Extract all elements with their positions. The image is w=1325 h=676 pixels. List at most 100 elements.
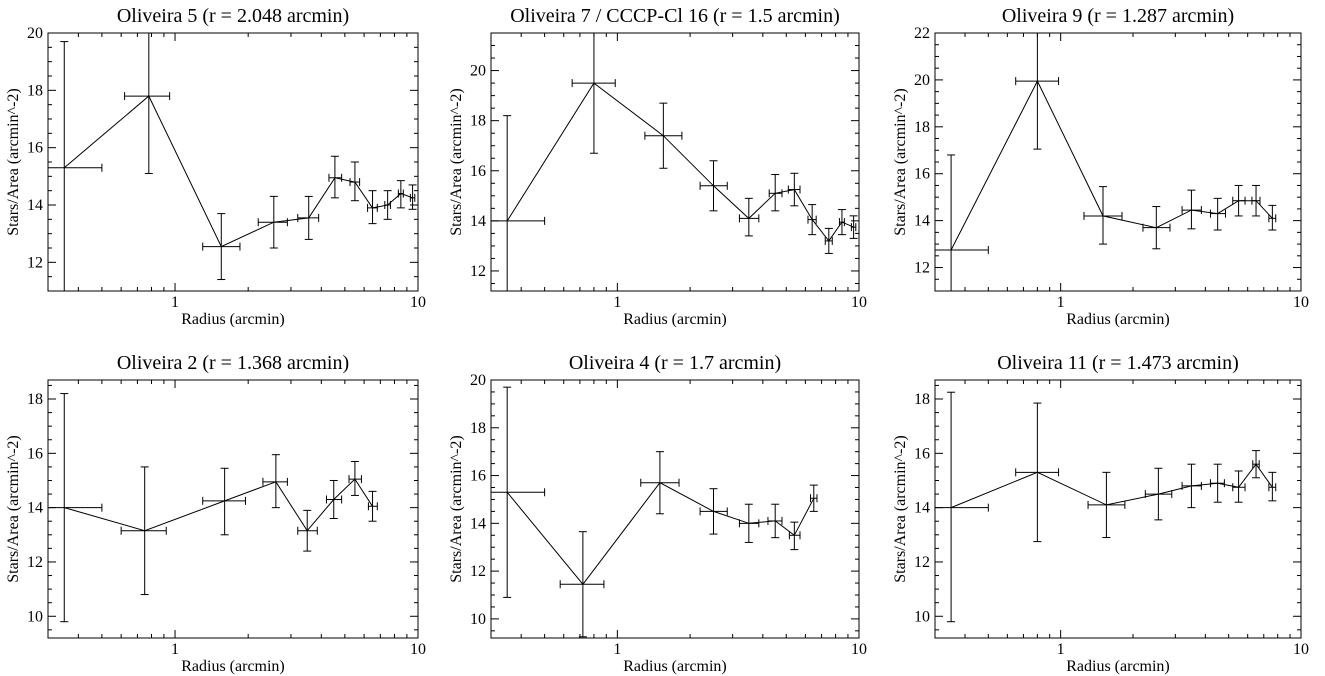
x-tick-label: 1 [1057,294,1065,311]
y-tick-label: 10 [914,608,930,625]
x-axis-label: Radius (arcmin) [623,311,727,328]
data-point [571,32,616,154]
y-tick-label: 16 [914,445,930,462]
x-tick-label: 10 [851,294,867,311]
data-point [202,467,247,536]
data-point [1252,450,1261,479]
x-tick-label: 1 [171,294,179,311]
y-axis-label: Stars/Area (arcmin^-2) [5,435,22,582]
y-tick-label: 18 [470,420,486,437]
y-tick-label: 16 [914,166,930,183]
y-axis-label: Stars/Area (arcmin^-2) [448,88,465,235]
plot-frame [47,379,419,639]
series-line [506,482,815,586]
data-point [257,195,288,249]
y-tick-label: 12 [470,263,486,280]
chart-title: Oliveira 9 (r = 1.287 arcmin) [1002,5,1234,27]
y-tick-label: 14 [470,515,486,532]
chart-title: Oliveira 5 (r = 2.048 arcmin) [117,5,349,27]
y-tick-label: 14 [470,213,486,230]
chart-panel-2: Oliveira 7 / CCCP-Cl 16 (r = 1.5 arcmin)… [448,5,867,328]
data-point [491,115,546,292]
data-point [767,503,783,539]
y-tick-label: 14 [914,500,930,517]
y-tick-label: 20 [470,63,486,80]
data-point [349,161,361,202]
chart-title: Oliveira 4 (r = 1.7 arcmin) [569,352,781,374]
data-point [738,197,760,237]
data-point [1209,197,1226,231]
data-point [202,213,241,281]
data-point [837,209,846,236]
chart-panel-3: Oliveira 9 (r = 1.287 arcmin) 1 10 12 14 16 18… [892,5,1309,328]
x-axis-label: Radius (arcmin) [623,658,727,675]
data-point [699,160,728,212]
y-axis-label: Stars/Area (arcmin^-2) [448,435,465,582]
y-tick-label: 16 [27,140,43,157]
y-tick-label: 20 [27,25,43,42]
y-tick-label: 18 [27,82,43,99]
data-point [262,454,288,509]
data-point [788,521,801,551]
data-point [367,490,378,522]
data-point [1268,204,1277,231]
x-tick-label: 10 [1293,294,1309,311]
data-point [328,155,343,199]
x-axis-label: Radius (arcmin) [1066,311,1170,328]
y-axis-label: Stars/Area (arcmin^-2) [892,435,909,582]
data-point [738,503,760,543]
x-tick-label: 1 [613,641,621,658]
plot-frame [47,32,419,292]
x-tick-label: 1 [1057,641,1065,658]
y-axis-label: Stars/Area (arcmin^-2) [5,88,22,235]
y-tick-label: 16 [470,163,486,180]
data-point [644,102,683,169]
y-tick-label: 12 [27,554,43,571]
y-tick-label: 18 [470,113,486,130]
y-tick-label: 20 [914,72,930,89]
plot-frame [490,379,860,639]
data-point [935,391,989,623]
y-tick-label: 12 [27,254,43,271]
data-point [1251,184,1261,217]
chart-title: Oliveira 2 (r = 1.368 arcmin) [117,352,349,374]
data-point [1083,186,1123,245]
data-point [408,184,417,210]
x-tick-label: 10 [410,294,426,311]
x-axis-label: Radius (arcmin) [181,311,285,328]
data-point [768,174,783,212]
data-point [787,172,801,207]
series-line [950,79,1273,251]
data-point [297,509,318,552]
data-point [1232,470,1246,503]
y-tick-label: 18 [27,391,43,408]
y-tick-label: 12 [914,260,930,277]
data-point [1144,467,1173,521]
data-point [699,488,728,535]
y-tick-label: 16 [470,468,486,485]
data-point [396,180,405,209]
y-tick-label: 22 [914,25,930,42]
y-tick-label: 12 [470,563,486,580]
y-tick-label: 14 [914,213,930,230]
data-point [124,33,171,174]
y-tick-label: 12 [914,554,930,571]
data-point [383,190,392,220]
data-point [807,204,817,236]
data-point [640,451,680,515]
data-point [1232,184,1246,217]
x-tick-label: 10 [1293,641,1309,658]
x-tick-label: 1 [171,641,179,658]
y-tick-label: 18 [914,119,930,136]
plot-frame [934,32,1302,292]
data-point [48,41,103,292]
data-point [1087,471,1126,539]
data-point [48,393,103,623]
y-tick-label: 14 [27,500,43,517]
data-point [1268,471,1277,502]
x-tick-label: 10 [851,641,867,658]
y-tick-label: 18 [914,391,930,408]
x-axis-label: Radius (arcmin) [181,658,285,675]
data-point [1181,189,1202,230]
